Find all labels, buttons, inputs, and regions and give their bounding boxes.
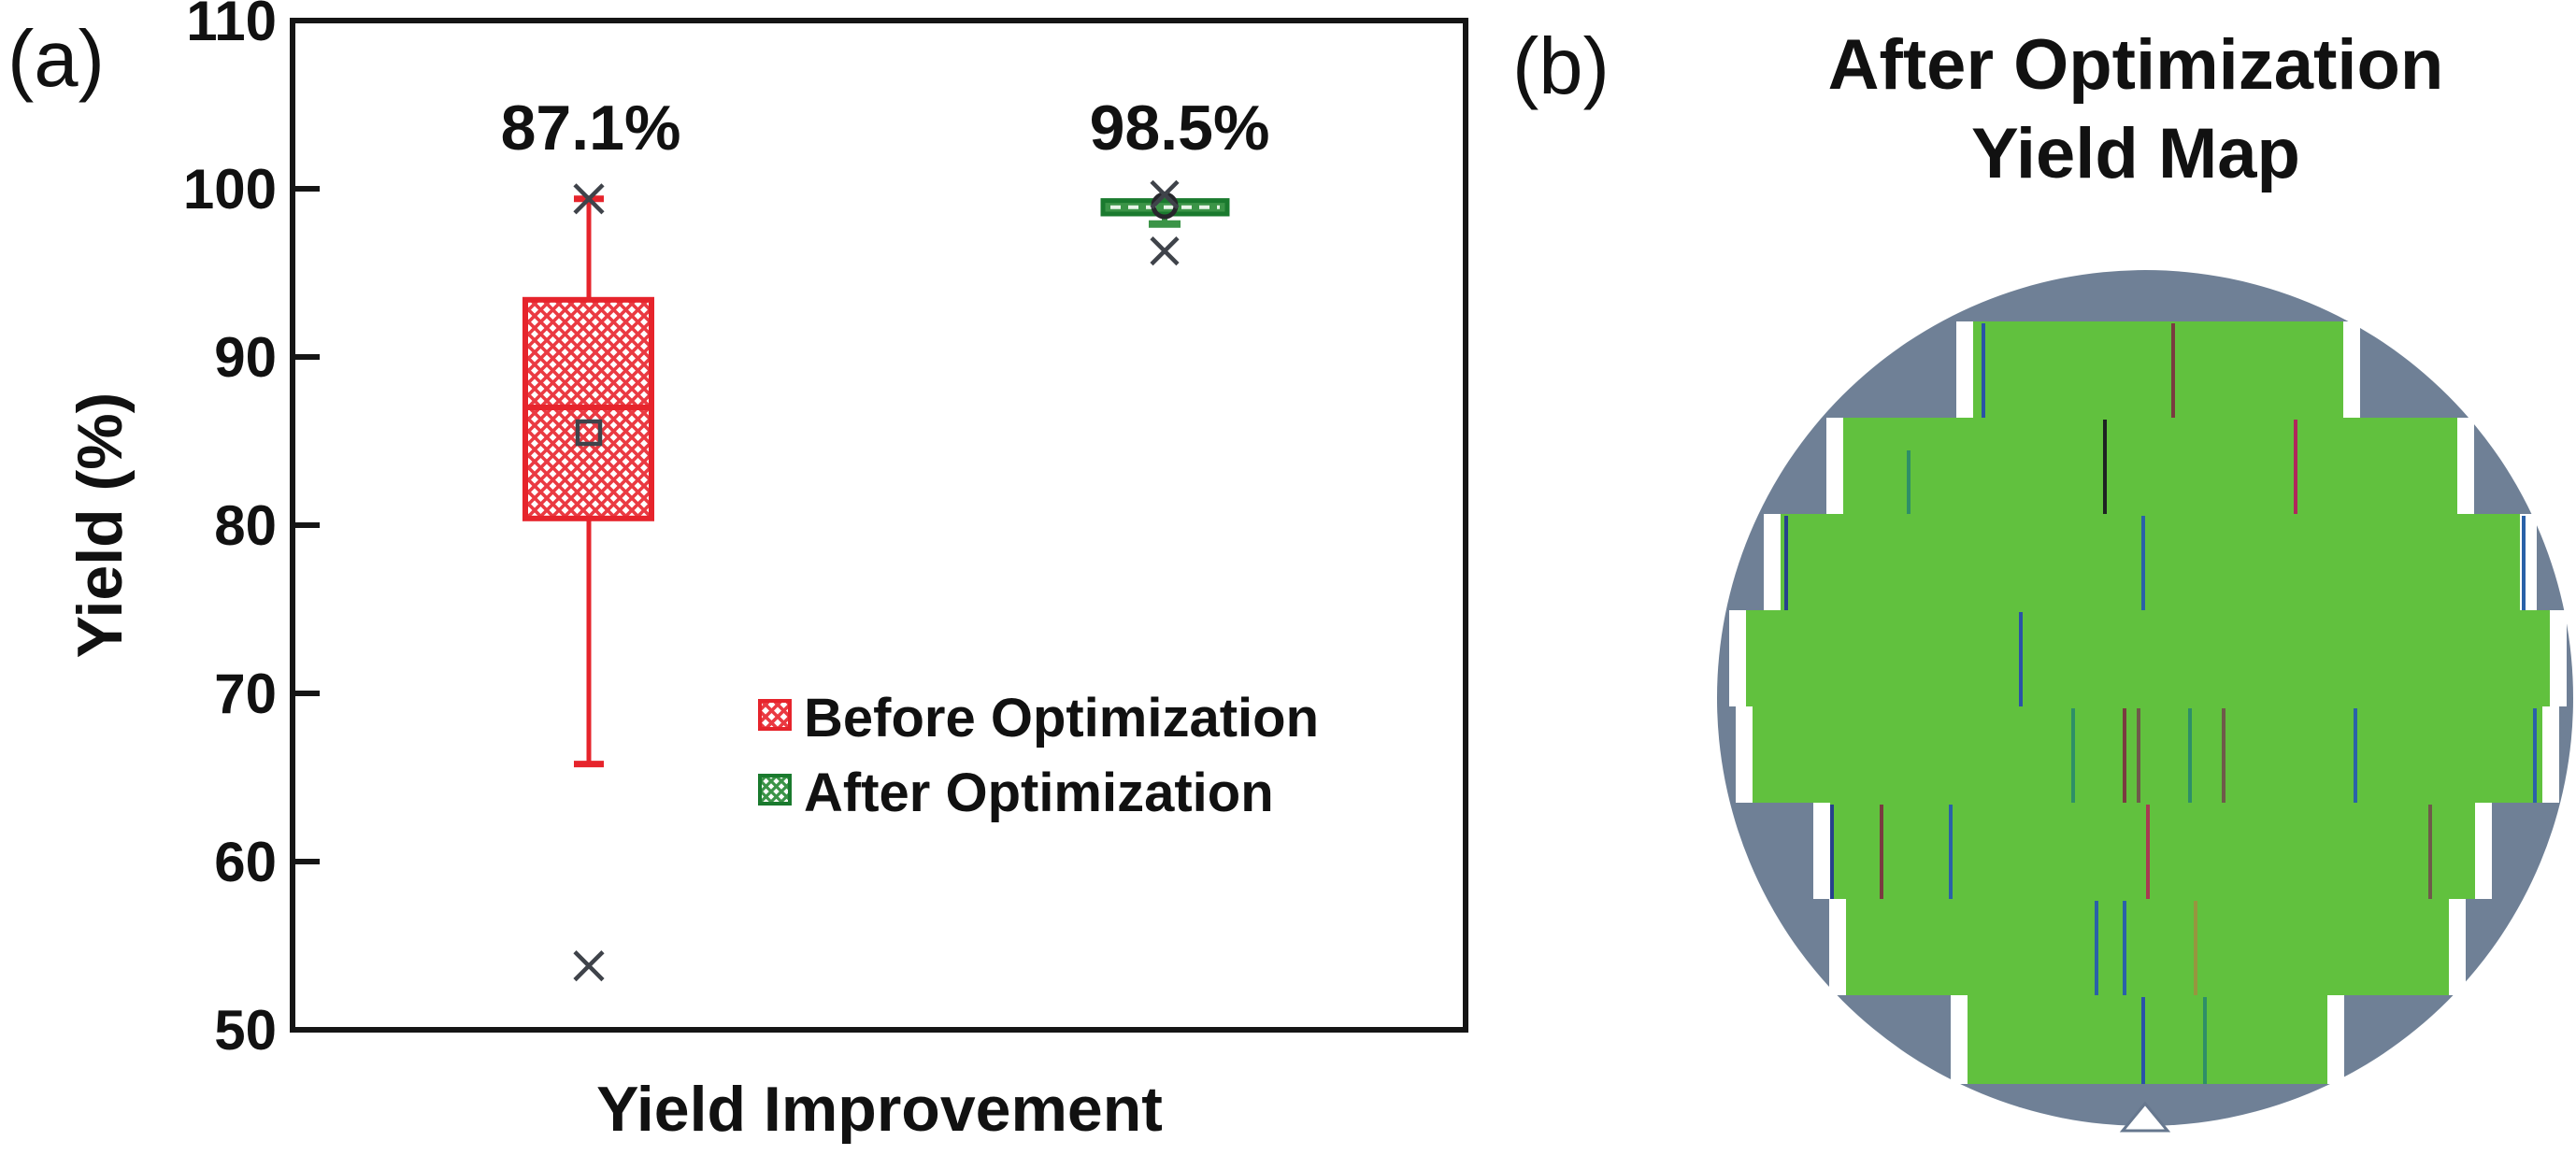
boxplot-after-optimization xyxy=(1100,179,1230,266)
defect-line xyxy=(2095,901,2098,995)
y-tick-label: 110 xyxy=(186,0,277,52)
wafer-map xyxy=(1717,270,2573,1133)
y-axis-title: Yield (%) xyxy=(64,392,136,659)
die-band xyxy=(1843,418,2457,514)
outlier-x-icon xyxy=(573,183,605,215)
die-band xyxy=(1846,899,2449,995)
legend-label-after: After Optimization xyxy=(804,763,1274,823)
die-band xyxy=(1753,706,2542,803)
y-axis-ticks: 110 100 90 80 70 60 50 xyxy=(183,0,320,1062)
y-tick-label: 50 xyxy=(214,999,277,1062)
defect-line xyxy=(1949,805,1953,899)
defect-line xyxy=(2188,708,2192,803)
legend-swatch-after xyxy=(758,774,792,806)
boxplot-before-optimization xyxy=(522,183,654,982)
outlier-x-icon xyxy=(1150,236,1180,266)
defect-line xyxy=(2428,805,2432,899)
y-tick-label: 70 xyxy=(214,663,277,725)
plot-frame xyxy=(290,18,1468,1033)
wafer-notch-icon xyxy=(2119,1101,2171,1133)
die-band xyxy=(1830,803,2475,899)
legend-label-before: Before Optimization xyxy=(804,688,1319,749)
defect-line xyxy=(1982,323,1985,418)
mean-marker xyxy=(575,419,603,447)
defect-line xyxy=(2103,420,2107,514)
y-tick-label: 80 xyxy=(214,494,277,557)
defect-line xyxy=(2071,708,2075,803)
before-annotation: 87.1% xyxy=(501,93,681,164)
panel-a-label: (a) xyxy=(7,15,105,104)
defect-line xyxy=(2354,708,2357,803)
after-annotation: 98.5% xyxy=(1090,93,1270,164)
outlier-x-icon xyxy=(1150,179,1180,209)
panel-a: (a) 110 100 90 80 70 60 50 Yield (%) Yield Imp… xyxy=(7,0,1468,1145)
defect-line xyxy=(2533,708,2537,803)
wafer-title-line2: Yield Map xyxy=(1971,114,2300,193)
defect-line xyxy=(2123,901,2126,995)
defect-line xyxy=(1784,516,1788,610)
defect-line xyxy=(2019,612,2023,706)
defect-line xyxy=(2522,516,2526,610)
defect-line xyxy=(1880,805,1883,899)
defect-line xyxy=(1907,450,1911,514)
die-band xyxy=(1746,610,2550,706)
defect-line xyxy=(2194,901,2197,995)
defect-line xyxy=(2222,708,2225,803)
outlier-x-icon xyxy=(573,950,605,982)
panel-b-label: (b) xyxy=(1512,22,1610,111)
x-axis-title: Yield Improvement xyxy=(596,1074,1163,1145)
defect-line xyxy=(2146,805,2150,899)
defect-line xyxy=(1830,805,1834,899)
wafer-title-line1: After Optimization xyxy=(1828,25,2444,105)
legend: Before Optimization After Optimization xyxy=(758,688,1319,823)
defect-line xyxy=(2123,708,2126,803)
defect-line xyxy=(2137,708,2140,803)
y-tick-label: 90 xyxy=(214,326,277,389)
panel-b: (b) After Optimization Yield Map xyxy=(1512,22,2573,1133)
y-tick-label: 100 xyxy=(183,158,277,221)
defect-line xyxy=(2141,516,2145,610)
defect-line xyxy=(2203,997,2207,1084)
die-band xyxy=(1781,514,2520,610)
legend-swatch-before xyxy=(758,699,792,731)
defect-line xyxy=(2171,323,2175,418)
defect-line xyxy=(2141,997,2145,1084)
die-band xyxy=(1973,321,2343,418)
y-tick-label: 60 xyxy=(214,831,277,893)
defect-line xyxy=(2294,420,2297,514)
die-band xyxy=(1968,995,2327,1084)
